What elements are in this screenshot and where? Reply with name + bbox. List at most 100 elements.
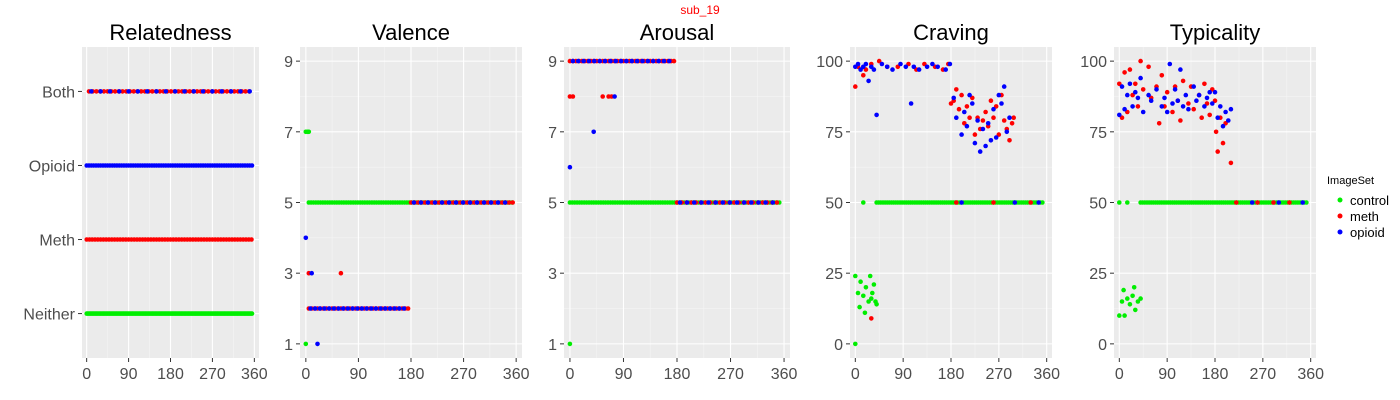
point-control (1125, 200, 1130, 205)
x-tick-label: 270 (985, 366, 1012, 383)
panel-valence: 0 90 180 270 360 1 3 5 7 9 Valence (284, 20, 530, 383)
point-opioid (309, 270, 315, 276)
point-meth (1011, 115, 1016, 120)
point-opioid (935, 64, 940, 70)
point-control (858, 279, 863, 285)
point-opioid (200, 89, 206, 94)
point-opioid (1202, 104, 1207, 109)
point-opioid (871, 67, 877, 72)
y-tick-label: 1 (548, 337, 557, 354)
point-opioid (1140, 109, 1146, 115)
legend-key-control (1337, 197, 1343, 203)
point-opioid (1204, 95, 1210, 101)
point-opioid (916, 67, 922, 72)
points-typicality (1117, 58, 1309, 318)
point-opioid (219, 89, 224, 94)
point-opioid (401, 306, 407, 311)
point-opioid (432, 200, 438, 205)
point-opioid (1170, 101, 1175, 106)
point-meth (861, 73, 866, 78)
point-meth (991, 200, 996, 205)
point-control (1122, 313, 1127, 318)
point-meth (853, 84, 858, 89)
panels: 0 90 180 270 360NeitherMethOpioidBothRelated… (23, 20, 1324, 383)
point-control (853, 273, 858, 279)
x-tick-label: 90 (894, 366, 912, 383)
point-opioid (898, 61, 903, 67)
point-meth (1164, 89, 1170, 95)
point-opioid (612, 94, 617, 99)
point-opioid (182, 89, 187, 94)
point-control (1125, 296, 1130, 301)
point-opioid (418, 200, 424, 205)
point-opioid (629, 58, 635, 64)
point-opioid (369, 306, 374, 311)
point-opioid (706, 200, 711, 205)
point-opioid (1130, 104, 1135, 109)
point-opioid (1172, 87, 1178, 92)
point-opioid (474, 200, 480, 205)
x-tick-label: 0 (851, 366, 860, 383)
point-opioid (1159, 104, 1165, 109)
point-meth (954, 87, 959, 92)
point-opioid (1207, 89, 1212, 95)
point-opioid (98, 89, 103, 94)
point-meth (1228, 160, 1234, 166)
point-opioid (943, 67, 948, 72)
point-opioid (661, 58, 667, 64)
x-tick-label: 360 (241, 366, 268, 383)
x-tick-label: 180 (398, 366, 425, 383)
y-tick-label: Neither (23, 307, 75, 324)
point-opioid (1175, 98, 1181, 103)
point-control (1133, 307, 1138, 313)
point-control (853, 341, 858, 347)
point-opioid (1135, 95, 1141, 101)
point-opioid (387, 306, 393, 311)
point-opioid (890, 67, 895, 72)
point-opioid (1228, 106, 1234, 112)
point-meth (1001, 118, 1007, 123)
point-opioid (581, 58, 586, 64)
point-opioid (613, 58, 618, 64)
point-meth (1028, 200, 1033, 205)
point-meth (1135, 104, 1141, 109)
point-opioid (144, 89, 150, 94)
point-control (870, 290, 875, 296)
point-control (1131, 285, 1137, 290)
point-control (1117, 200, 1122, 205)
point-opioid (645, 58, 651, 64)
point-meth (338, 270, 344, 276)
point-meth (959, 92, 964, 98)
point-meth (232, 89, 237, 94)
point-opioid (879, 61, 885, 67)
point-opioid (1180, 104, 1186, 109)
point-meth (506, 200, 512, 205)
point-opioid (326, 306, 332, 311)
x-tick-label: 0 (82, 366, 91, 383)
point-control (863, 285, 869, 290)
point-meth (405, 306, 411, 311)
point-opioid (763, 200, 768, 205)
point-meth (213, 89, 218, 94)
point-opioid (650, 58, 656, 64)
point-opioid (1194, 98, 1199, 103)
point-meth (1271, 200, 1276, 205)
point-opioid (741, 200, 747, 205)
panel-arousal: 0 90 180 270 360 1 3 5 7 9 Arousal (548, 20, 797, 383)
point-opioid (359, 306, 365, 311)
point-opioid (677, 200, 683, 205)
point-opioid (1178, 67, 1183, 72)
point-opioid (734, 200, 740, 205)
points-arousal (567, 58, 782, 347)
point-meth (138, 89, 144, 94)
point-meth (964, 104, 970, 109)
point-opioid (439, 200, 445, 205)
point-meth (600, 94, 605, 99)
point-opioid (107, 89, 113, 94)
point-meth (1122, 70, 1127, 75)
point-opioid (331, 306, 337, 311)
point-meth (954, 200, 959, 205)
point-meth (1215, 149, 1220, 154)
point-opioid (967, 92, 972, 98)
point-opioid (1001, 84, 1007, 89)
